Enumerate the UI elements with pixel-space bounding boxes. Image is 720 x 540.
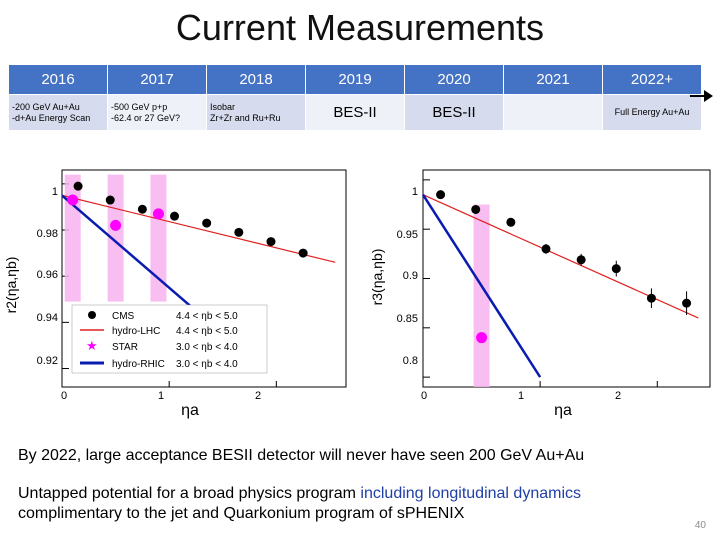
- x-tick-labels: 0 1 2: [421, 390, 621, 402]
- x-tick-label: 1: [518, 390, 524, 402]
- y-tick-label: 0.98: [37, 228, 58, 240]
- event-cell-2020: BES-II: [404, 94, 504, 131]
- y-tick-label: 1: [52, 186, 58, 198]
- plot-frame: [61, 169, 347, 388]
- x-axis-label: ηa: [181, 402, 199, 419]
- x-tick-label: 2: [255, 390, 261, 402]
- x-tick-label: 2: [615, 390, 621, 402]
- y-tick-labels: 1 0.95 0.9 0.85 0.8: [397, 186, 418, 367]
- y-tick-label: 1: [412, 186, 418, 198]
- year-cell: 2020: [404, 64, 504, 95]
- legend-label: hydro-LHC: [112, 326, 160, 337]
- event-line: Isobar: [210, 101, 236, 112]
- legend-label: STAR: [112, 342, 138, 353]
- cms-point: [266, 237, 276, 247]
- cms-point: [105, 195, 115, 205]
- hydro-rhic-line: [61, 194, 203, 317]
- year-cell: 2019: [305, 64, 405, 95]
- legend-range: 3.0 < ηb < 4.0: [176, 359, 238, 370]
- caption-line-3: complimentary to the jet and Quarkonium …: [18, 505, 465, 522]
- star-point: [476, 332, 488, 344]
- cms-point: [576, 255, 586, 265]
- event-line: Zr+Zr and Ru+Ru: [210, 112, 281, 123]
- star-point: [67, 194, 79, 206]
- legend-cms-marker: [88, 311, 96, 319]
- year-cell: 2017: [107, 64, 207, 95]
- legend-star-marker-icon: ★: [86, 338, 98, 353]
- star-systematic-band: [64, 174, 81, 302]
- year-cell: 2016: [8, 64, 108, 95]
- event-line: -500 GeV p+p: [111, 101, 168, 112]
- y-tick-label: 0.8: [403, 355, 418, 367]
- x-tick-label: 0: [61, 390, 67, 402]
- legend-range: 3.0 < ηb < 4.0: [176, 342, 238, 353]
- cms-point: [234, 227, 244, 237]
- cms-point: [436, 190, 446, 200]
- cms-point: [170, 211, 180, 221]
- hydro-rhic-line: [421, 193, 542, 378]
- y-tick-label: 0.96: [37, 269, 58, 281]
- timeline-arrow-icon: [690, 90, 713, 102]
- caption-text: Untapped potential for a broad physics p…: [18, 485, 361, 502]
- y-tick-label: 0.85: [397, 313, 418, 325]
- slide-title: Current Measurements: [175, 7, 545, 48]
- event-line: -62.4 or 27 GeV?: [111, 112, 181, 123]
- caption-highlight: including longitudinal dynamics: [360, 485, 581, 502]
- x-tick-label: 1: [158, 390, 164, 402]
- y-tick-label: 0.92: [37, 355, 58, 367]
- y-tick-labels: 1 0.98 0.96 0.94 0.92: [37, 186, 58, 367]
- left-plot: 1 0.98 0.96 0.94 0.92 0 1 2 r2(ηa,ηb) ηa…: [3, 169, 347, 419]
- cms-point: [506, 217, 516, 227]
- cms-point: [73, 181, 83, 191]
- x-axis-label: ηa: [554, 402, 572, 419]
- event-cell-2018: Isobar Zr+Zr and Ru+Ru: [206, 94, 306, 131]
- caption-line-1: By 2022, large acceptance BESII detector…: [18, 447, 585, 464]
- cms-point: [611, 264, 621, 274]
- event-line: -200 GeV Au+Au: [12, 101, 80, 112]
- x-tick-label: 0: [421, 390, 427, 402]
- star-point: [110, 219, 122, 231]
- right-plot: 1 0.95 0.9 0.85 0.8 0 1 2 r3(ηa,ηb) ηa: [369, 169, 711, 419]
- cms-point: [541, 244, 551, 254]
- hydro-lhc-line: [61, 194, 336, 263]
- star-point: [152, 208, 164, 220]
- timeline-events-row: -200 GeV Au+Au -d+Au Energy Scan -500 Ge…: [8, 94, 702, 131]
- plot-frame: [422, 169, 711, 388]
- year-cell: 2021: [503, 64, 603, 95]
- y-axis-label: r2(ηa,ηb): [3, 257, 19, 314]
- y-tick-label: 0.9: [403, 270, 418, 282]
- event-cell-2022: Full Energy Au+Au: [602, 94, 702, 131]
- event-cell-2017: -500 GeV p+p -62.4 or 27 GeV?: [107, 94, 207, 131]
- legend: CMS 4.4 < ηb < 5.0 hydro-LHC 4.4 < ηb < …: [71, 304, 268, 374]
- cms-point: [298, 248, 308, 258]
- hydro-lhc-line: [422, 194, 699, 319]
- legend-label: hydro-RHIC: [112, 359, 165, 370]
- y-tick-label: 0.95: [397, 229, 418, 241]
- year-cell: 2018: [206, 64, 306, 95]
- page-number: 40: [694, 520, 706, 531]
- star-systematic-band: [107, 174, 124, 302]
- star-systematic-band: [150, 174, 167, 302]
- x-tick-labels: 0 1 2: [61, 390, 261, 402]
- cms-point: [137, 204, 147, 214]
- year-cell: 2022+: [602, 64, 702, 95]
- y-tick-label: 0.94: [37, 312, 58, 324]
- cms-point: [646, 293, 656, 303]
- cms-point: [682, 298, 692, 308]
- timeline-years-row: 2016 2017 2018 2019 2020 2021 2022+: [8, 64, 702, 95]
- y-axis-label: r3(ηa,ηb): [369, 249, 385, 306]
- event-cell-2016: -200 GeV Au+Au -d+Au Energy Scan: [8, 94, 108, 131]
- event-line: -d+Au Energy Scan: [12, 112, 91, 123]
- timeline-table: 2016 2017 2018 2019 2020 2021 2022+ -200…: [8, 64, 702, 131]
- legend-range: 4.4 < ηb < 5.0: [176, 311, 238, 322]
- caption-line-2: Untapped potential for a broad physics p…: [18, 484, 708, 504]
- event-cell-2021: [503, 94, 603, 131]
- cms-point: [202, 218, 212, 228]
- cms-point: [471, 204, 481, 214]
- legend-range: 4.4 < ηb < 5.0: [176, 326, 238, 337]
- event-cell-2019: BES-II: [305, 94, 405, 131]
- legend-label: CMS: [112, 311, 135, 322]
- legend-box: [71, 304, 268, 374]
